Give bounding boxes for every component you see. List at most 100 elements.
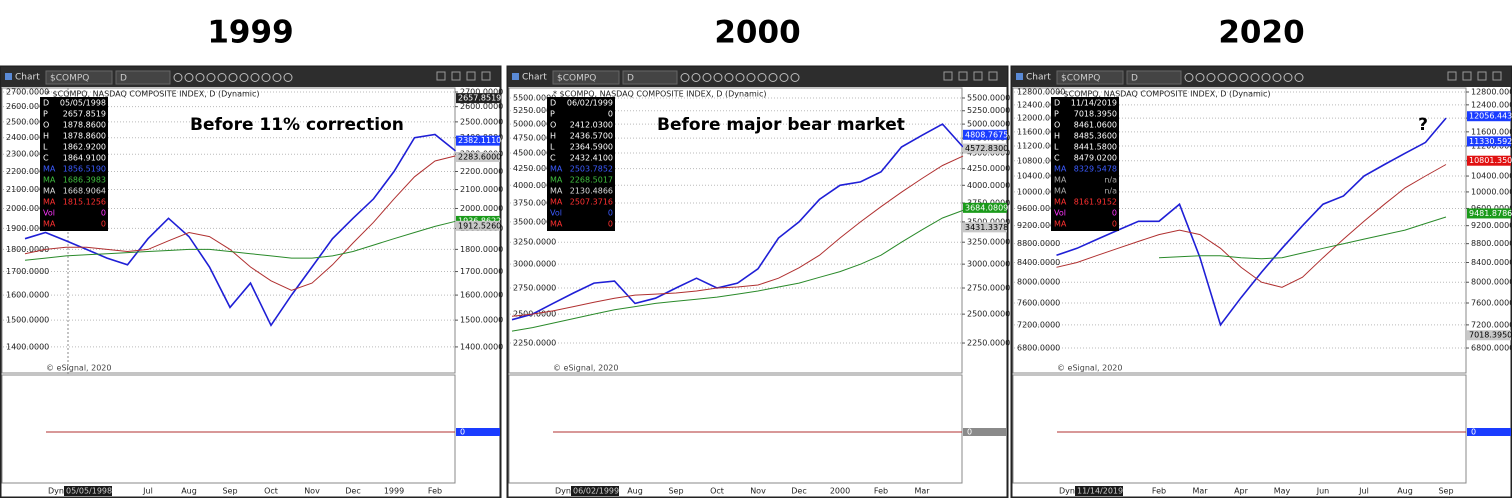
interval-box[interactable] [622,70,678,85]
window-button[interactable] [466,71,476,81]
toolbar-icon[interactable] [713,73,723,82]
toolbar-icon[interactable] [1217,73,1227,82]
price-badge-label: 2382.1110 [458,136,501,145]
toolbar-icon[interactable] [1250,73,1260,82]
x-tick-label: Oct [264,487,278,496]
toolbar-icon[interactable] [195,73,205,82]
window-button[interactable] [943,71,953,81]
info-value: 1878.8600 [63,121,106,130]
symbol-box[interactable] [552,70,620,85]
toolbar-icon[interactable] [691,73,701,82]
window-button[interactable] [481,71,491,81]
toolbar-icon[interactable] [757,73,767,82]
toolbar-icon[interactable] [184,73,194,82]
footer: © eSignal, 2020 [553,364,618,373]
window-button[interactable] [1492,71,1502,81]
info-value: 2130.4866 [570,187,613,196]
y-tick-label-left: 7200.0000 [1017,320,1060,329]
info-value: 06/02/1999 [567,99,613,108]
y-tick-label-left: 5000.0000 [513,120,556,129]
toolbar-icon[interactable] [217,73,227,82]
y-tick-label-left: 8800.0000 [1017,239,1060,248]
info-value: 0 [608,110,613,119]
toolbar-icon[interactable] [261,73,271,82]
y-tick-label-left: 2000.0000 [6,204,49,213]
window-button[interactable] [973,71,983,81]
window-button[interactable] [1477,71,1487,81]
y-tick-label: 10400.0000 [1471,172,1512,181]
info-label: H [1054,132,1060,141]
y-tick-label-left: 6800.0000 [1017,344,1060,353]
price-badge [456,152,500,163]
toolbar-icon[interactable] [768,73,778,82]
lower-badge-label: 0 [460,428,465,437]
info-value: 8329.5478 [1074,165,1117,174]
x-tick-label: Nov [304,487,320,496]
interval-box[interactable] [1126,70,1182,85]
interval-box[interactable] [115,70,171,85]
y-tick-label: 3500.0000 [967,217,1010,226]
symbol-box[interactable] [45,70,113,85]
y-tick-label-left: 5250.0000 [513,106,556,115]
window-button[interactable] [1462,71,1472,81]
x-tick-label: Oct [710,487,724,496]
y-tick-label-left: 2200.0000 [6,167,49,176]
toolbar-icon[interactable] [790,73,800,82]
y-tick-label-left: 2100.0000 [6,185,49,194]
toolbar-icon[interactable] [1184,73,1194,82]
x-tick-label: May [1274,487,1291,496]
toolbar-icon[interactable] [1283,73,1293,82]
toolbar-icon[interactable] [746,73,756,82]
info-value: 2364.5900 [570,143,613,152]
info-label: O [43,121,49,130]
y-tick-label-left: 2600.0000 [6,102,49,111]
window-button[interactable] [958,71,968,81]
toolbar-icon[interactable] [724,73,734,82]
info-value: 11/14/2019 [1071,99,1117,108]
toolbar-icon[interactable] [1206,73,1216,82]
y-tick-label: 8000.0000 [1471,278,1512,287]
info-box [1051,97,1119,231]
chart-title: 2000 [714,15,800,51]
toolbar-icon[interactable] [1239,73,1249,82]
window-button[interactable] [436,71,446,81]
window-button[interactable] [451,71,461,81]
toolbar-icon[interactable] [250,73,260,82]
y-tick-label-left: 10000.0000 [1017,187,1065,196]
chart-icon [1016,73,1023,80]
toolbar-icon[interactable] [239,73,249,82]
info-value: 7018.3950 [1074,110,1117,119]
info-label: MA [43,176,56,185]
toolbar-icon[interactable] [1294,73,1304,82]
toolbar-icon[interactable] [228,73,238,82]
y-tick-label: 10000.0000 [1471,187,1512,196]
info-label: D [550,99,556,108]
toolbar-icon[interactable] [735,73,745,82]
moving-average [24,220,456,261]
y-tick-label: 9200.0000 [1471,221,1512,230]
window-button[interactable] [988,71,998,81]
y-tick-label: 12400.0000 [1471,100,1512,109]
toolbar-icon[interactable] [680,73,690,82]
y-tick-label-left: 9200.0000 [1017,221,1060,230]
toolbar-icon[interactable] [1261,73,1271,82]
symbol-box[interactable] [1056,70,1124,85]
toolbar-icon[interactable] [779,73,789,82]
toolbar-icon[interactable] [702,73,712,82]
window-button[interactable] [1447,71,1457,81]
y-tick-label-left: 1700.0000 [6,267,49,276]
info-value: n/a [1104,187,1117,196]
toolbar-icon[interactable] [1228,73,1238,82]
toolbar-icon[interactable] [1195,73,1205,82]
window-label: Chart [522,73,547,83]
annotation: Before major bear market [657,115,905,135]
interval: D [627,74,634,84]
toolbar-icon[interactable] [283,73,293,82]
toolbar-icon[interactable] [173,73,183,82]
x-tick-label: Sep [222,487,237,496]
toolbar-icon[interactable] [1272,73,1282,82]
toolbar-icon[interactable] [206,73,216,82]
x-tick-label: Jul [1358,487,1369,496]
toolbar-icon[interactable] [272,73,282,82]
price-badge-label: 4572.8300 [965,144,1008,153]
